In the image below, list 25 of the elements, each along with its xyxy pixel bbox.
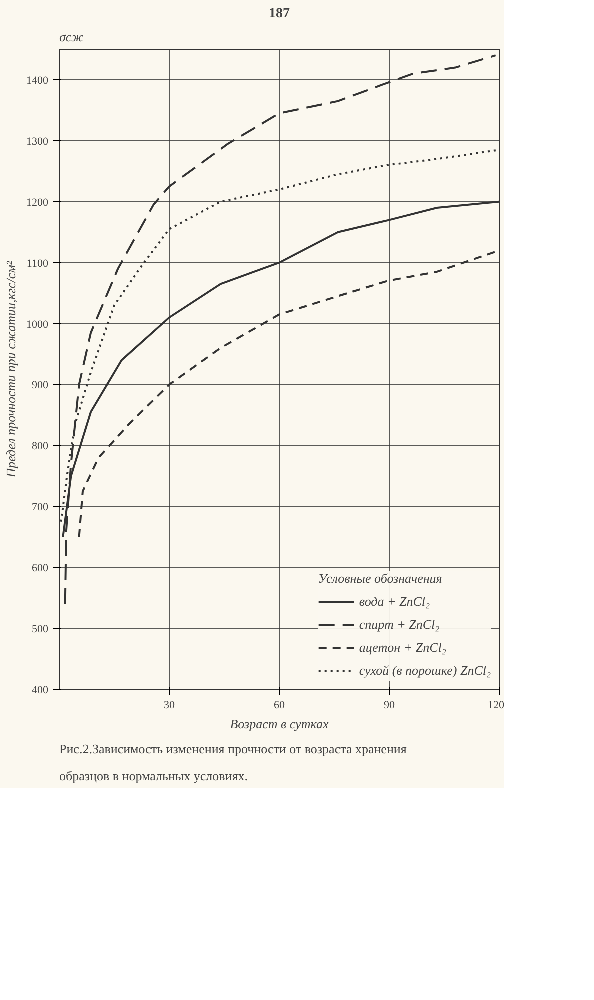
y-tick-label: 900 (32, 380, 49, 392)
x-tick-label: 120 (488, 700, 505, 712)
x-axis-title: Возраст в сутках (230, 716, 329, 732)
x-tick-label: 60 (274, 700, 286, 712)
y-axis-title: Предел прочности при сжатии,кгс/см² (4, 260, 18, 479)
y-tick-label: 1200 (26, 196, 49, 209)
legend-label: сухой (в порошке) ZnCl₂ (359, 663, 491, 679)
y-tick-label: 1300 (26, 136, 49, 148)
y-tick-label: 500 (32, 624, 49, 636)
x-tick-label: 30 (164, 700, 176, 712)
legend-label: спирт + ZnCl₂ (359, 617, 440, 633)
x-tick-label: 90 (384, 700, 396, 712)
text: 187 (269, 6, 290, 22)
y-tick-label: 800 (32, 440, 49, 453)
legend-title: Условные обозначения (318, 571, 444, 587)
text: σсж (60, 30, 84, 44)
legend-label: вода + ZnCl₂ (359, 594, 430, 610)
text: Рис.2.Зависимость изменения прочности от возраста хранения образцов в нормальных условиях. (60, 742, 407, 784)
y-tick-label: 700 (32, 502, 49, 514)
y-tick-label: 600 (32, 562, 49, 575)
y-tick-label: 1000 (26, 318, 49, 331)
y-tick-label: 1400 (26, 74, 49, 87)
y-tick-label: 1100 (26, 258, 49, 270)
y-tick-label: 400 (32, 684, 49, 696)
legend-label: ацетон + ZnCl₂ (359, 640, 446, 656)
